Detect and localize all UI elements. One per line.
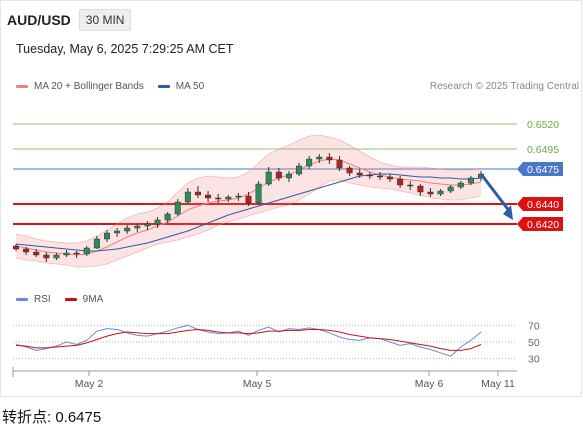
candle-body — [275, 171, 282, 179]
rsi-tick-50: 50 — [528, 337, 540, 349]
candle-body — [13, 245, 19, 250]
candle-body — [144, 223, 151, 227]
candle-body — [457, 182, 464, 188]
candle-body — [194, 191, 201, 196]
candle-body — [366, 174, 373, 177]
x-tick-label-0: May 2 — [75, 378, 104, 390]
candle-body — [53, 254, 60, 259]
datetime-label: Tuesday, May 6, 2025 7:29:25 AM CET — [16, 42, 234, 56]
rsi-ma-legend-label: 9MA — [82, 294, 104, 305]
bollinger-lower-line — [15, 179, 482, 268]
ma50-line — [15, 173, 482, 252]
candle-body — [215, 197, 222, 200]
candle-body — [184, 191, 191, 203]
level-label-0.6495: 0.6495 — [527, 144, 559, 156]
copyright-label: Research © 2025 Trading Central — [429, 81, 579, 92]
candle-body — [134, 225, 141, 229]
x-tick-label-1: May 5 — [243, 378, 272, 390]
candle-body — [397, 178, 404, 186]
candle-body — [296, 165, 303, 175]
candle-body — [265, 171, 272, 185]
forecast-arrow-head — [503, 205, 513, 220]
candle-body — [306, 158, 313, 167]
candle-body — [346, 167, 353, 174]
candle-body — [336, 159, 343, 169]
level-label-0.6520: 0.6520 — [527, 119, 559, 131]
level-label-0.6475: 0.6475 — [527, 164, 559, 176]
level-tag-0.6420 — [517, 217, 563, 231]
candle-body — [73, 252, 80, 255]
bollinger-swatch — [16, 85, 28, 88]
candle-body — [326, 156, 333, 161]
timeframe-badge[interactable]: 30 MIN — [78, 9, 132, 31]
candle-body — [437, 190, 444, 195]
candle-body — [387, 176, 394, 180]
level-tag-0.6440 — [517, 197, 563, 211]
candle-body — [124, 227, 131, 232]
candle-body — [225, 196, 232, 200]
rsi-tick-30: 30 — [528, 354, 540, 366]
candle-body — [235, 195, 242, 198]
x-tick-label-3: May 11 — [481, 378, 515, 390]
candle-body — [23, 248, 30, 253]
rsi-ma-line — [15, 328, 482, 351]
forecast-arrow-shaft — [479, 173, 512, 213]
bollinger-legend-label: MA 20 + Bollinger Bands — [34, 81, 144, 92]
x-tick-label-2: May 6 — [415, 378, 444, 390]
candle-body — [33, 251, 40, 256]
bollinger-upper-line — [15, 134, 482, 244]
candle-body — [43, 254, 50, 259]
candle-body — [467, 177, 474, 184]
rsi-ma-swatch — [64, 298, 77, 301]
candle-body — [205, 194, 212, 199]
candle-body — [103, 232, 110, 240]
candle-body — [376, 175, 383, 178]
candle-body — [63, 252, 70, 256]
symbol-label: AUD/USD — [7, 12, 71, 28]
chart-header: AUD/USD 30 MIN — [7, 7, 132, 33]
candle-body — [245, 195, 252, 204]
candle-body — [407, 184, 414, 187]
rsi-swatch — [16, 298, 28, 301]
candle-body — [114, 230, 121, 234]
candle-body — [154, 219, 161, 225]
rsi-legend-label: RSI — [34, 294, 51, 305]
rsi-legend: RSI 9MA — [16, 294, 103, 305]
candle-body — [417, 185, 424, 193]
ma50-legend-label: MA 50 — [175, 81, 205, 92]
candle-body — [447, 186, 454, 192]
candle-body — [164, 213, 171, 221]
candle-body — [255, 183, 262, 204]
candle-body — [285, 173, 292, 179]
rsi-line — [15, 324, 482, 357]
price-chart: 0.6520 0.6495 0.6475 0.6440 0.6420 70 50 30 Ma… — [12, 119, 563, 390]
candle-body — [83, 247, 90, 255]
level-label-0.6420: 0.6420 — [527, 219, 559, 231]
level-tag-0.6475 — [517, 162, 563, 176]
pivot-footer: 转折点: 0.6475 — [2, 409, 102, 426]
chart-panel: AUD/USD 30 MIN Tuesday, May 6, 2025 7:29… — [0, 0, 582, 397]
candle-body — [93, 238, 100, 249]
rsi-tick-70: 70 — [528, 320, 540, 332]
ma50-swatch — [157, 85, 170, 88]
candle-body — [427, 191, 434, 195]
main-legend: MA 20 + Bollinger Bands MA 50 — [16, 81, 204, 92]
candle-body — [356, 172, 363, 176]
candle-body — [174, 201, 181, 215]
level-label-0.6440: 0.6440 — [527, 199, 559, 211]
candle-body — [316, 156, 323, 160]
